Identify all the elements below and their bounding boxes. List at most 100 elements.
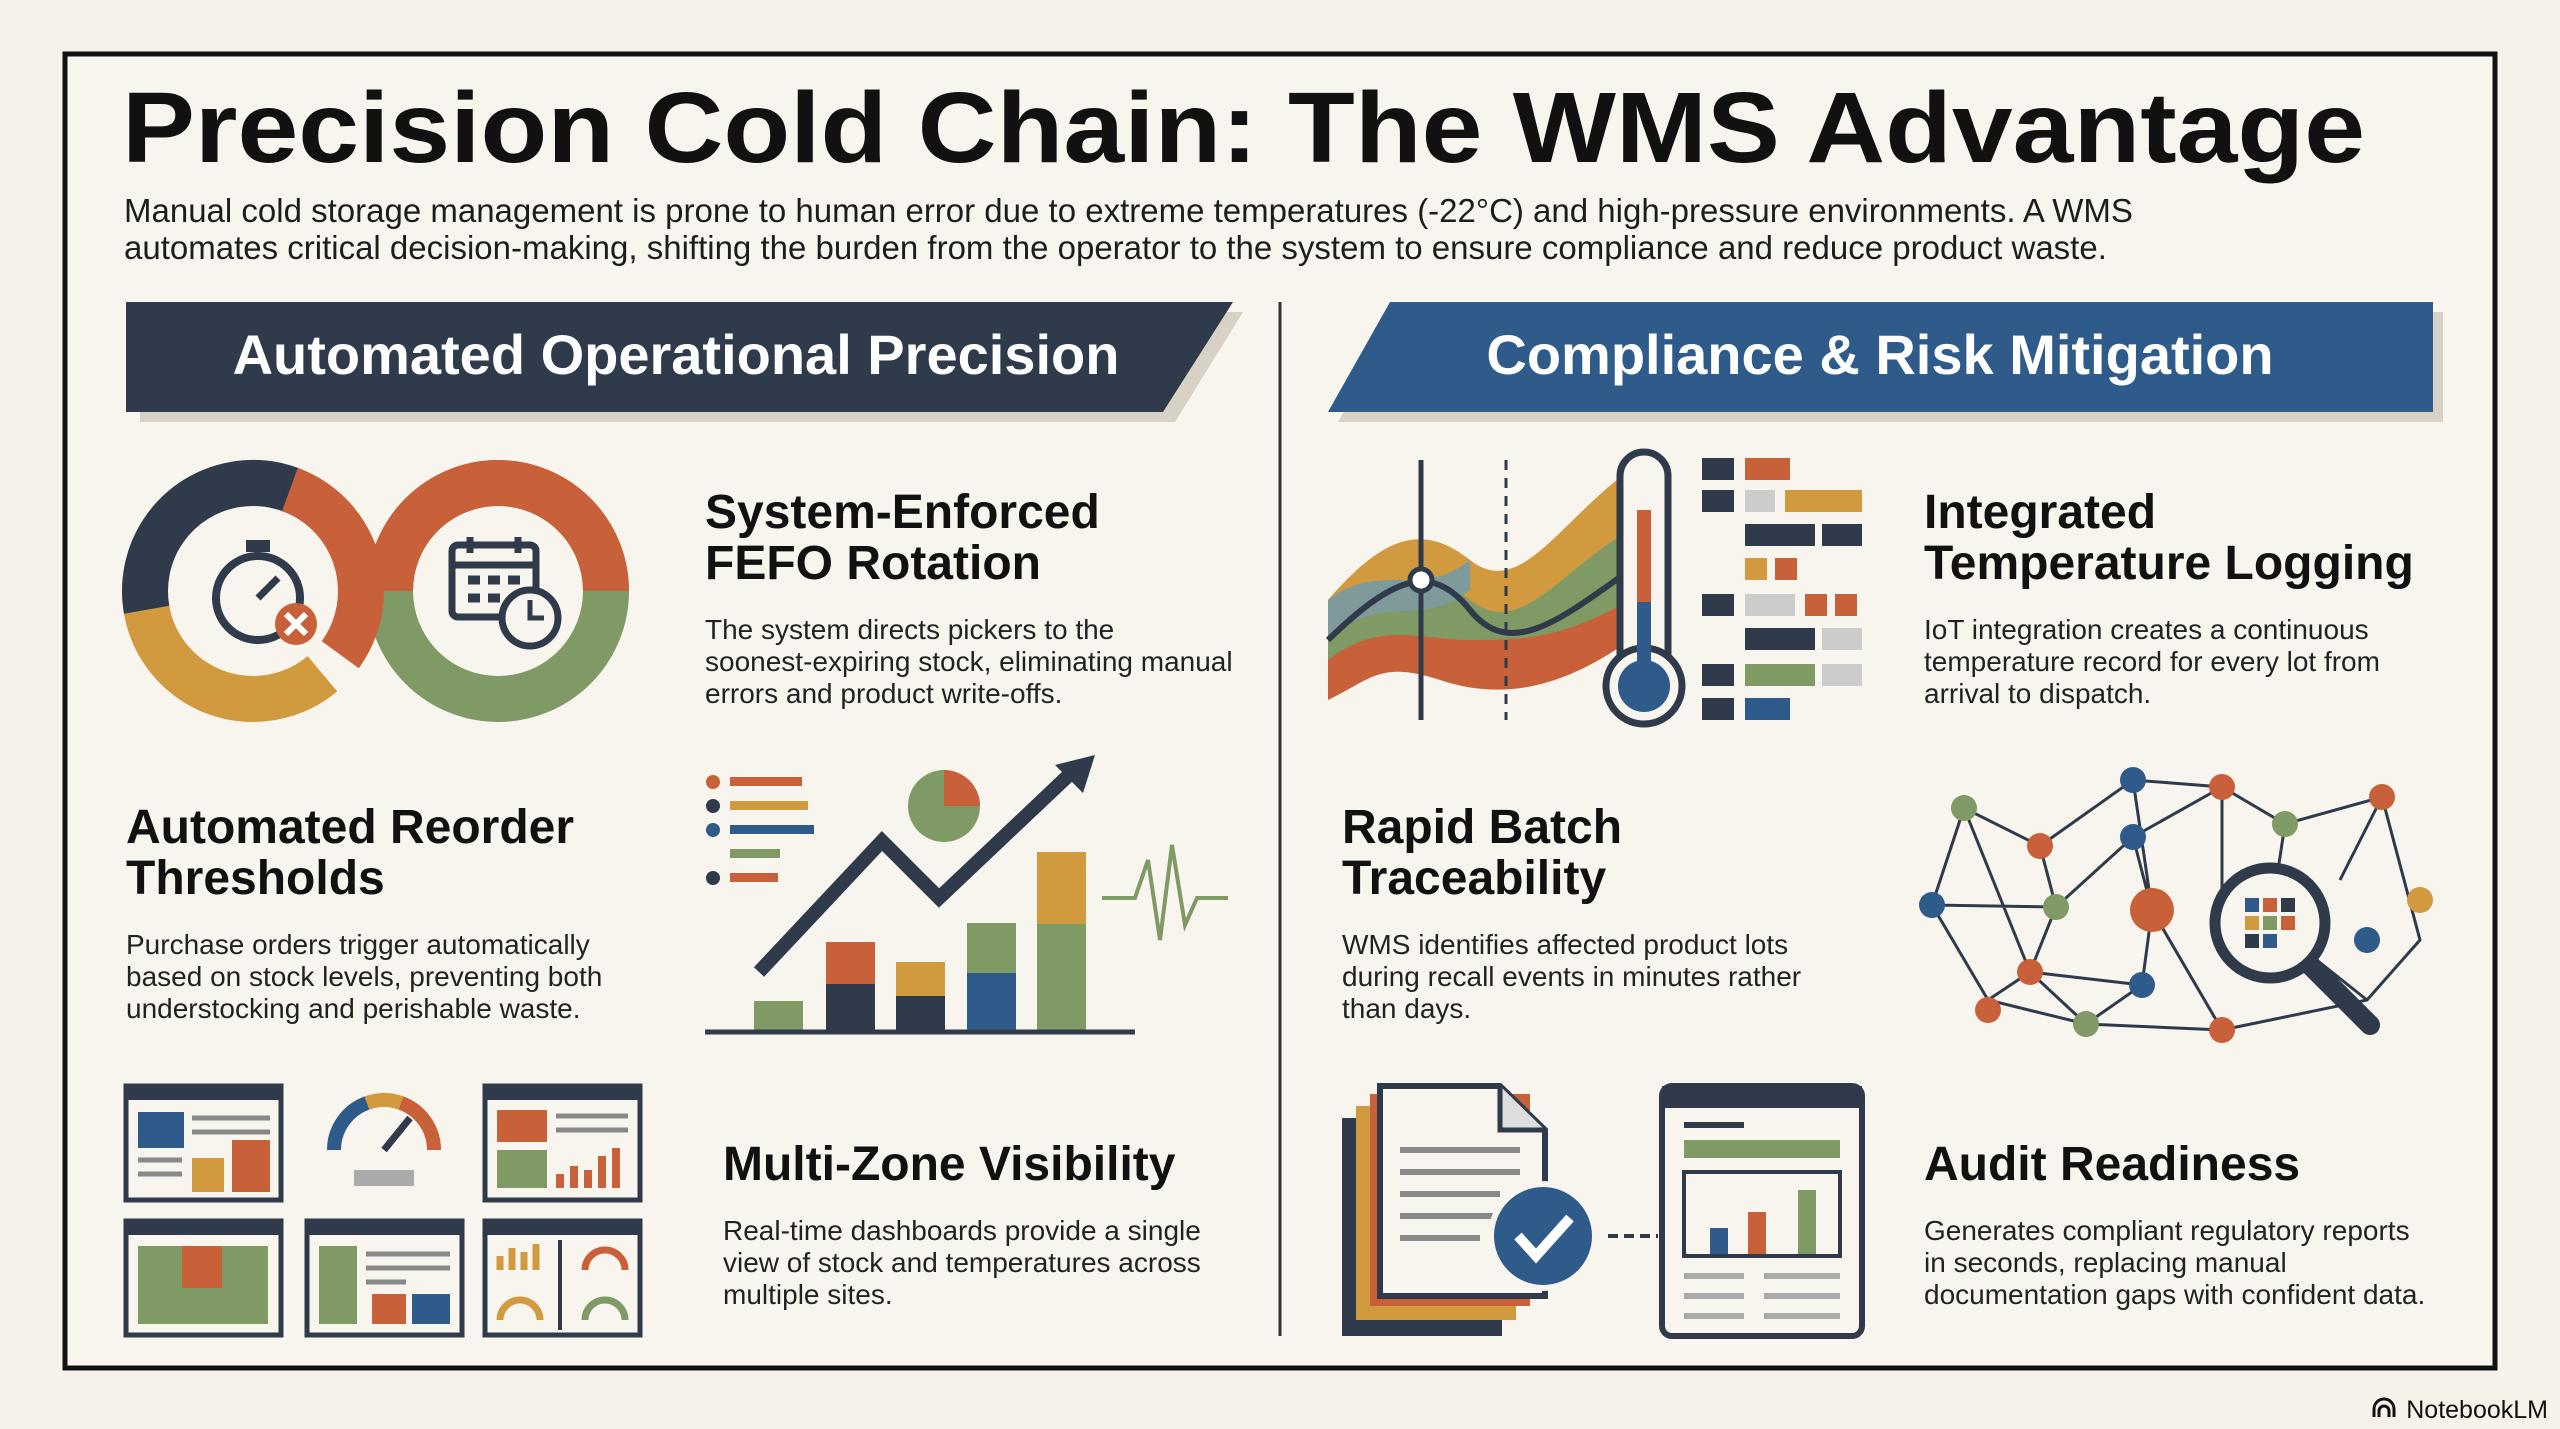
network-icon-part <box>2245 916 2259 930</box>
footer-logo <box>2372 1397 2396 1417</box>
item-body: multiple sites. <box>723 1279 893 1310</box>
item-body: than days. <box>1342 993 1471 1024</box>
network-icon-part <box>2245 934 2259 948</box>
temperature-icon-part-part <box>1835 594 1857 616</box>
network-icon-part <box>2263 898 2277 912</box>
dashboards-icon-part <box>556 1113 628 1133</box>
fefo-icon-part <box>121 460 384 722</box>
dashboards-icon-part <box>232 1140 270 1192</box>
fefo-icon-part <box>121 460 384 723</box>
network-icon-part <box>2281 898 2295 912</box>
dashboards-icon-part <box>496 1246 629 1321</box>
item-body: Purchase orders trigger automatically <box>126 929 590 960</box>
audit-icon-part <box>1400 1147 1520 1241</box>
dashboards-icon-part <box>381 1115 413 1153</box>
item-title: Rapid Batch <box>1342 801 1622 854</box>
dashboards-icon-part-part <box>581 1296 629 1321</box>
growth-icon-part <box>730 801 808 810</box>
network-icon-part <box>1951 795 1977 821</box>
temperature-icon-part-part <box>1702 458 1734 480</box>
item-body: errors and product write-offs. <box>705 678 1062 709</box>
growth-icon-part <box>1055 755 1095 793</box>
dashboards-icon-part <box>138 1115 270 1177</box>
fefo-icon-part <box>246 540 270 552</box>
item-body: The system directs pickers to the <box>705 614 1114 645</box>
dashboards-icon-part-part <box>307 1221 462 1235</box>
dashboards-icon-part <box>398 1096 441 1151</box>
item-body: temperature record for every lot from <box>1924 646 2380 677</box>
temperature-icon-part-part <box>1745 458 1790 480</box>
footer-brand: NotebookLM <box>2406 1396 2548 1424</box>
growth-icon-part <box>754 1001 803 1032</box>
dashboards-icon-part-part <box>485 1221 640 1235</box>
temperature-icon-part-part <box>1745 664 1815 686</box>
audit-icon-part <box>1684 1273 1840 1319</box>
growth-icon-part <box>753 768 1075 977</box>
dashboards-icon-part <box>364 1093 404 1110</box>
network-icon-part <box>1975 997 2001 1023</box>
dashboards-icon-part <box>354 1170 414 1186</box>
growth-icon-part <box>706 823 720 837</box>
temperature-icon-part <box>1702 458 1862 720</box>
network-icon-part <box>2281 916 2295 930</box>
fefo-icon <box>121 460 629 723</box>
temperature-icon <box>1325 448 1862 728</box>
item-body: during recall events in minutes rather <box>1342 961 1801 992</box>
fefo-icon-part <box>468 575 520 603</box>
audit-icon-part <box>1514 1214 1574 1264</box>
audit-icon-part <box>1798 1190 1816 1254</box>
growth-icon-part <box>967 973 1016 1032</box>
fefo-icon-part <box>466 537 522 553</box>
fefo-icon-part <box>283 611 309 637</box>
network-icon-part <box>2043 894 2069 920</box>
temperature-icon-part-part <box>1775 558 1797 580</box>
footer-logo-part <box>2372 1397 2396 1417</box>
temperature-icon-part-part <box>1822 628 1862 650</box>
temperature-icon-part-part <box>1702 664 1734 686</box>
dashboards-icon-part <box>497 1110 547 1142</box>
growth-icon-part <box>730 849 780 858</box>
temperature-icon-part-part <box>1745 594 1795 616</box>
temperature-icon-part <box>1328 600 1630 700</box>
banner-left <box>126 302 1243 422</box>
growth-icon-part <box>706 871 720 885</box>
growth-icon-part <box>967 923 1016 973</box>
dashboards-icon-part-part <box>485 1086 640 1100</box>
network-icon-part <box>2027 833 2053 859</box>
item-title: Audit Readiness <box>1924 1138 2300 1191</box>
network-icon-part <box>2209 1017 2235 1043</box>
item-body: IoT integration creates a continuous <box>1924 614 2369 645</box>
item-title: Traceability <box>1342 852 1606 905</box>
temperature-icon-part-part <box>1702 594 1734 616</box>
dashboards-icon-part-part <box>581 1246 629 1271</box>
item-body: view of stock and temperatures across <box>723 1247 1201 1278</box>
growth-icon-part <box>730 825 814 834</box>
audit-icon-part <box>1748 1212 1766 1254</box>
temperature-icon-part <box>1325 567 1632 643</box>
item-title: Automated Reorder <box>126 801 574 854</box>
dashboards-icon-part-part <box>126 1221 281 1235</box>
item-body: WMS identifies affected product lots <box>1342 929 1788 960</box>
dashboards-icon-part-part <box>496 1296 544 1321</box>
temperature-icon-part-part <box>1822 664 1862 686</box>
network-icon-part <box>2120 824 2146 850</box>
item-body: understocking and perishable waste. <box>126 993 581 1024</box>
network-icon-part <box>2263 916 2277 930</box>
temperature-icon-part-part <box>1702 490 1734 512</box>
temperature-icon-part-part <box>1702 698 1734 720</box>
fefo-icon-part <box>527 600 544 621</box>
audit-icon-part <box>1710 1228 1728 1254</box>
fefo-icon-part <box>122 460 384 722</box>
network-icon-part <box>2407 887 2433 913</box>
item-title: Integrated <box>1924 486 2156 539</box>
growth-icon-part <box>896 962 945 996</box>
temperature-icon-part-part <box>1745 628 1815 650</box>
temperature-icon-part <box>1328 530 1630 700</box>
item-title: Multi-Zone Visibility <box>723 1138 1176 1191</box>
dashboards-icon-part <box>366 1251 450 1285</box>
temperature-icon-part-part <box>1785 490 1862 512</box>
fefo-icon-part <box>367 460 629 722</box>
banner-right <box>1328 302 2443 422</box>
